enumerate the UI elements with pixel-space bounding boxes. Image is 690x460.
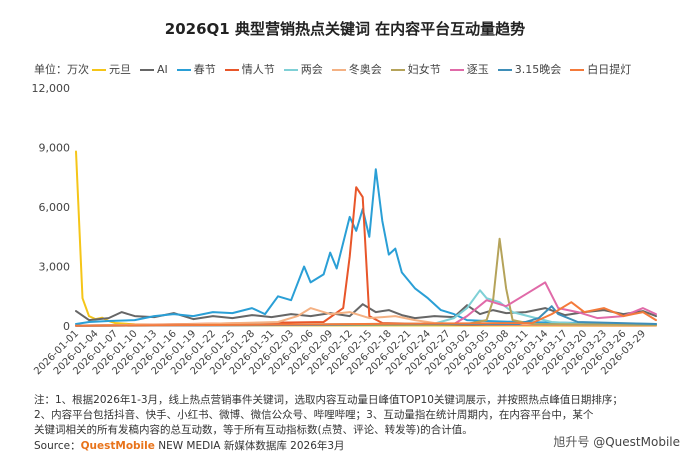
series-line-3	[75, 186, 657, 327]
source-prefix: Source：	[34, 440, 81, 452]
legend-label-8: 3.15晚会	[514, 63, 562, 76]
y-tick-label-0: 0	[63, 320, 70, 333]
legend-label-7: 逐玉	[466, 63, 489, 76]
source-rest: NEW MEDIA 新媒体数据库 2026年3月	[154, 440, 345, 452]
legend-label-9: 白日提灯	[587, 63, 632, 76]
legend-swatch-2	[176, 69, 191, 71]
chart-title: 2026Q1 典型营销热点关键词 在内容平台互动量趋势	[164, 20, 526, 38]
legend-label-4: 两会	[300, 63, 323, 76]
legend-item-4: 两会	[283, 61, 323, 77]
legend-swatch-0	[92, 69, 106, 71]
legend-swatch-4	[283, 69, 298, 71]
watermark: 旭升号 @QuestMobile	[553, 433, 680, 450]
legend-swatch-1	[140, 69, 154, 71]
legend-label-2: 春节	[193, 63, 216, 76]
legend-swatch-5	[331, 69, 346, 71]
y-tick-label-4: 12,000	[32, 82, 71, 95]
note-line-3: 关键词相关的所有发稿内容的总互动数，等于所有互动指标数(点赞、评论、转发等)的合…	[34, 424, 473, 436]
source-line: Source：QuestMobile NEW MEDIA 新媒体数据库 2026…	[34, 438, 345, 453]
legend-label-1: AI	[157, 63, 168, 76]
legend-label-5: 冬奥会	[348, 63, 382, 76]
line-chart: 03,0006,0009,00012,0002026-01-012026-01-…	[32, 82, 657, 377]
legend-item-7: 逐玉	[449, 61, 489, 77]
legend: 元旦 AI 春节 情人节 两会 冬奥会 妇女节 逐玉 3.15晚会 白日提灯	[92, 61, 682, 77]
legend-swatch-8	[497, 69, 512, 71]
legend-label-3: 情人节	[241, 63, 275, 76]
legend-swatch-6	[390, 69, 405, 71]
series-line-2	[75, 168, 657, 325]
legend-swatch-3	[224, 69, 239, 71]
y-tick-label-2: 6,000	[39, 201, 71, 214]
legend-item-2: 春节	[176, 61, 216, 77]
watermark-left: 旭升号	[553, 435, 590, 449]
legend-item-1: AI	[140, 63, 168, 76]
legend-item-8: 3.15晚会	[497, 61, 562, 77]
unit-label: 单位：万次	[34, 63, 89, 76]
source-brand: QuestMobile	[80, 440, 155, 452]
legend-label-0: 元旦	[109, 63, 131, 76]
legend-item-5: 冬奥会	[331, 61, 382, 77]
legend-item-9: 白日提灯	[570, 61, 631, 77]
notes: 注：1、根据2026年1-3月，线上热点营销事件关键词，选取内容互动量日峰值TO…	[34, 393, 674, 438]
legend-item-3: 情人节	[224, 61, 275, 77]
legend-swatch-7	[449, 69, 464, 71]
legend-label-6: 妇女节	[407, 63, 441, 76]
series-line-9	[75, 301, 657, 327]
legend-swatch-9	[570, 69, 585, 71]
y-tick-label-1: 3,000	[39, 261, 71, 274]
y-tick-label-3: 9,000	[39, 142, 71, 155]
legend-item-0: 元旦	[92, 61, 131, 77]
watermark-right: @QuestMobile	[593, 435, 680, 449]
legend-item-6: 妇女节	[390, 61, 441, 77]
note-line-2: 2、内容平台包括抖音、快手、小红书、微博、微信公众号、哔哩哔哩；3、互动量指在统…	[34, 409, 594, 421]
note-line-1: 注：1、根据2026年1-3月，线上热点营销事件关键词，选取内容互动量日峰值TO…	[34, 394, 623, 406]
series-line-4	[75, 289, 657, 327]
